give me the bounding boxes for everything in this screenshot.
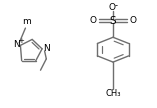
Text: CH₃: CH₃ [105, 89, 121, 98]
Text: +: + [18, 38, 24, 44]
Text: m: m [22, 17, 31, 26]
Text: O: O [89, 16, 96, 25]
Text: O: O [130, 16, 137, 25]
Text: N: N [43, 44, 49, 53]
Text: S: S [110, 16, 116, 25]
Text: -: - [115, 1, 118, 10]
Text: N: N [13, 40, 20, 49]
Text: O: O [109, 3, 116, 12]
